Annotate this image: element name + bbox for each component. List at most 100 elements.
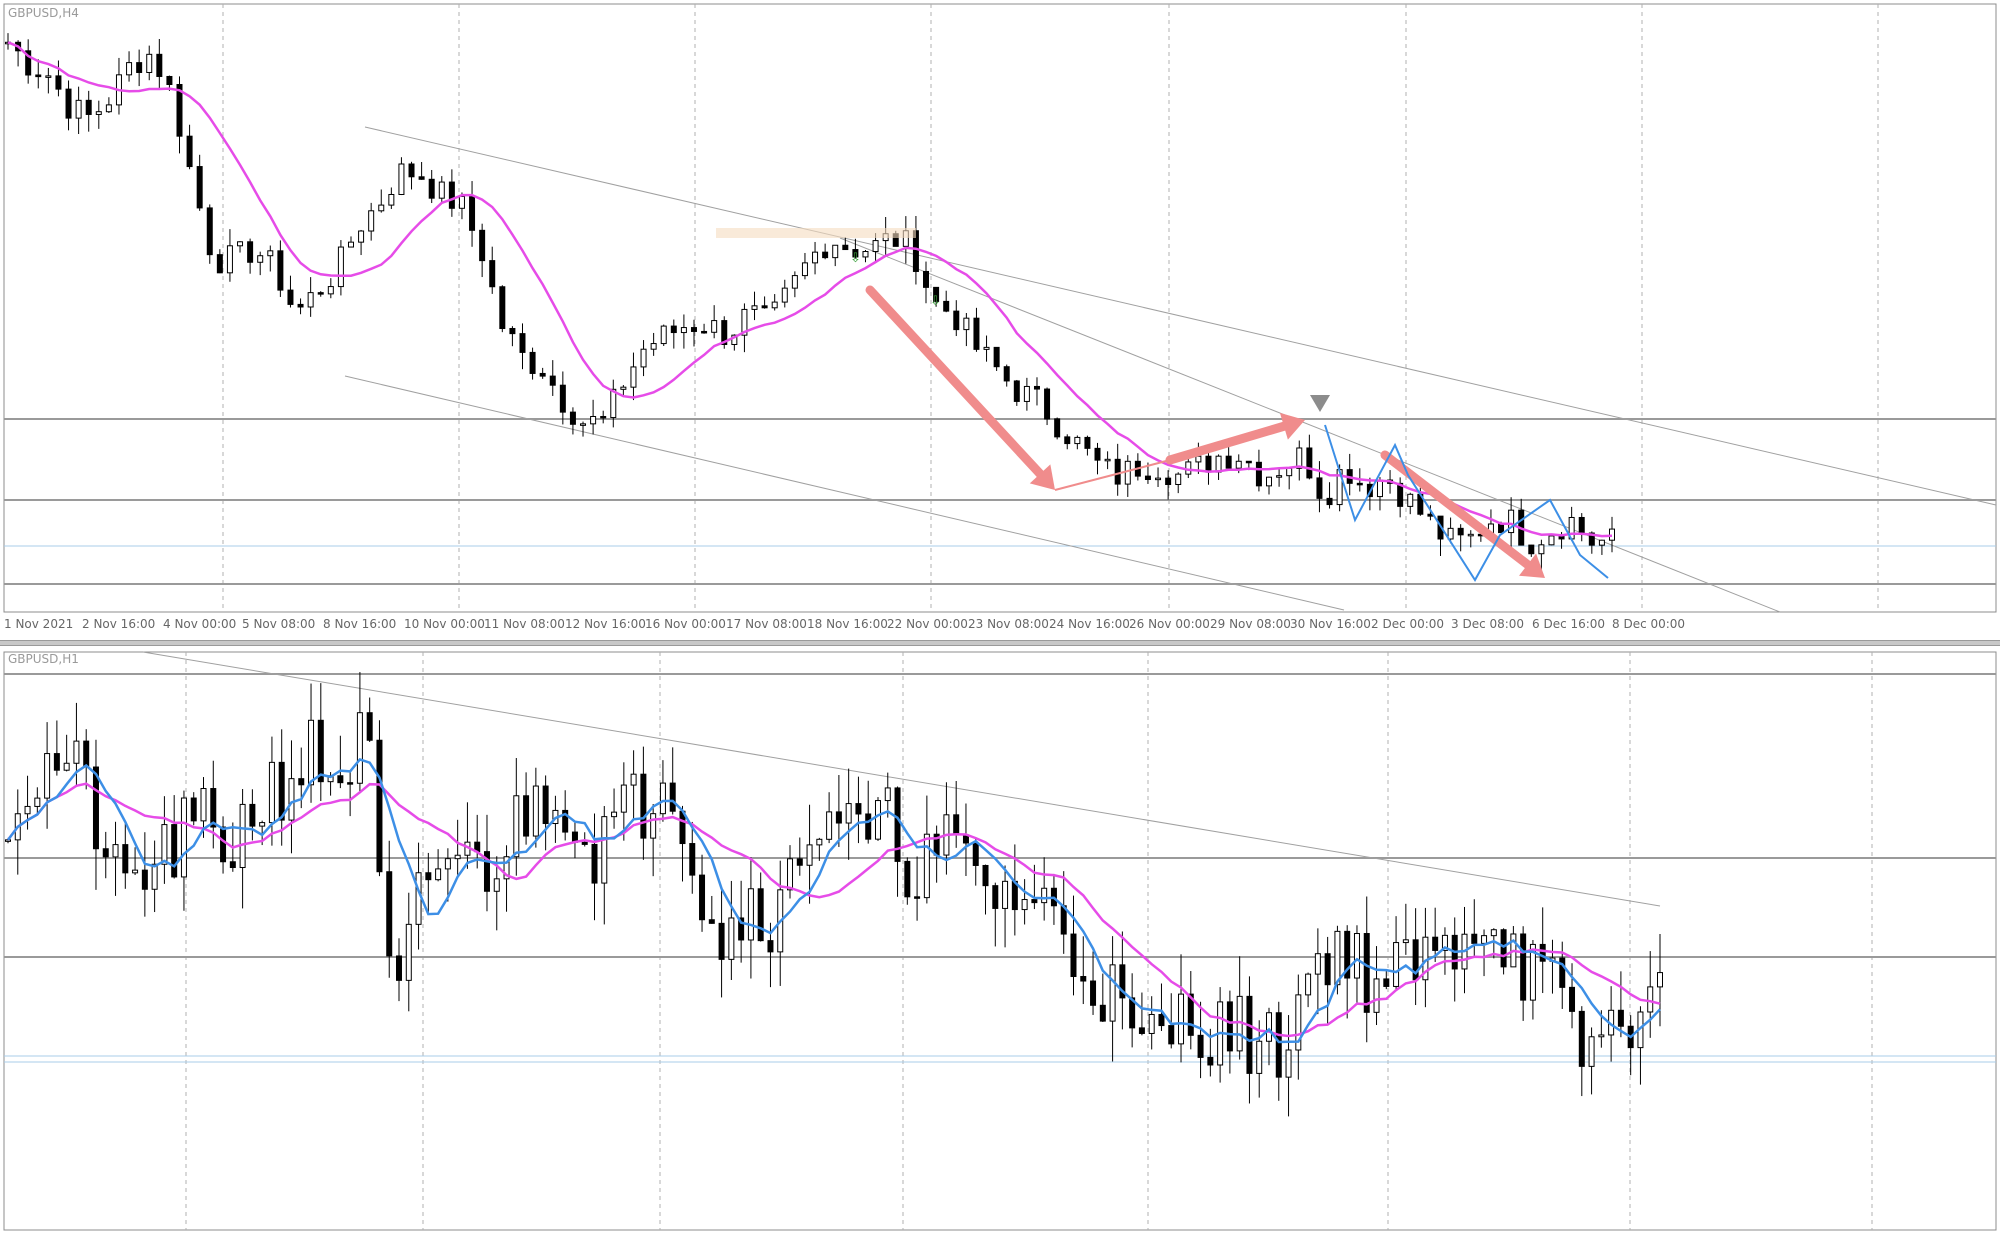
candle-bull xyxy=(73,740,80,764)
candle-bear xyxy=(1070,933,1077,978)
candle-bear xyxy=(1363,933,1370,1013)
candle-bull xyxy=(435,868,442,881)
candle-bull xyxy=(327,286,334,295)
candle-bull xyxy=(378,204,385,212)
candle-bear xyxy=(1316,477,1323,499)
chart-pane-h1[interactable]: GBPUSD,H1 xyxy=(0,646,2000,1234)
candle-bear xyxy=(448,181,455,209)
candles xyxy=(5,33,1615,572)
candle-bear xyxy=(542,785,549,825)
candle-bull xyxy=(180,797,187,878)
candle-bear xyxy=(92,766,99,850)
candle-bull xyxy=(1256,1040,1263,1074)
candle-bull xyxy=(398,163,405,195)
ma-blue-line xyxy=(6,757,1661,1044)
candle-bull xyxy=(226,245,233,274)
h4-chart-canvas[interactable]: ⇩ ⇩ 1 Nov 2021 2 Nov 16:00 4 Nov 00:00 5 Nov … xyxy=(0,0,2000,640)
x-axis-tick-label: 11 Nov 08:00 xyxy=(484,617,565,631)
candle-bull xyxy=(368,210,375,232)
candle-bull xyxy=(1353,933,1360,979)
plot-frame xyxy=(3,3,1997,613)
candle-bear xyxy=(529,351,536,374)
down-marker-icon xyxy=(1310,395,1330,412)
candle-bull xyxy=(112,844,119,858)
candle-bear xyxy=(569,411,576,425)
candle-bull xyxy=(771,301,778,309)
candle-bear xyxy=(83,740,90,768)
candle-bull xyxy=(1447,527,1454,540)
candle-bear xyxy=(428,178,435,199)
x-axis-tick-label: 2 Dec 00:00 xyxy=(1371,617,1444,631)
candle-bull xyxy=(751,305,758,310)
candle-bear xyxy=(670,325,677,334)
candle-bear xyxy=(229,861,236,869)
candle-bear xyxy=(499,286,506,330)
candle-bull xyxy=(601,816,608,884)
candle-bear xyxy=(701,330,708,334)
candle-bull xyxy=(308,719,315,786)
h1-chart-canvas[interactable] xyxy=(0,646,2000,1234)
candle-bear xyxy=(1539,943,1546,962)
candle-bull xyxy=(388,193,395,206)
candle-bull xyxy=(640,348,647,368)
candle-bull xyxy=(1276,475,1283,478)
candle-bear xyxy=(156,53,163,77)
symbol-label-h1: GBPUSD,H1 xyxy=(8,652,79,666)
candle-bear xyxy=(1245,460,1252,464)
ma-magenta-line xyxy=(6,782,1661,1038)
candle-bull xyxy=(126,62,133,76)
candle-bull xyxy=(24,805,31,815)
down-arrow-2 xyxy=(1380,450,1536,572)
candle-bull xyxy=(1490,929,1497,937)
candle-bull xyxy=(680,327,687,334)
candle-bear xyxy=(761,305,768,309)
candle-bear xyxy=(509,328,516,335)
x-axis-tick-label: 26 Nov 00:00 xyxy=(1129,617,1210,631)
candle-bull xyxy=(1657,972,1663,988)
candle-bull xyxy=(267,250,274,257)
candle-bear xyxy=(1205,455,1212,473)
candle-bear xyxy=(943,300,950,312)
candle-bear xyxy=(166,75,173,86)
candle-bear xyxy=(904,860,911,898)
candle-bear xyxy=(973,317,980,350)
candle-bear xyxy=(1138,1027,1145,1034)
candle-bull xyxy=(5,839,11,842)
candle-bull xyxy=(63,762,70,771)
candle-bear xyxy=(1498,523,1505,534)
pane-divider[interactable] xyxy=(0,640,2000,646)
candle-bear xyxy=(297,303,304,308)
candle-bull xyxy=(200,788,207,822)
candle-bear xyxy=(953,814,960,836)
candle-bear xyxy=(1165,477,1172,485)
candle-bear xyxy=(1356,482,1363,486)
candle-bear xyxy=(933,286,940,302)
candle-bear xyxy=(1432,936,1439,951)
chart-pane-h4[interactable]: ⇩ ⇩ 1 Nov 2021 2 Nov 16:00 4 Nov 00:00 5 Nov … xyxy=(0,0,2000,640)
candle-bull xyxy=(1376,479,1383,498)
candle-bull xyxy=(1195,455,1202,463)
candle-bull xyxy=(1185,461,1192,475)
candle-bull xyxy=(884,787,891,802)
up-arrow xyxy=(1165,420,1293,465)
candle-bear xyxy=(102,848,109,858)
candle-bull xyxy=(1074,436,1081,445)
candle-bull xyxy=(146,53,153,73)
candle-bull xyxy=(747,888,754,941)
candle-bull xyxy=(1104,458,1111,462)
candle-bull xyxy=(1265,1012,1272,1042)
x-axis-tick-label: 16 Nov 00:00 xyxy=(645,617,726,631)
candle-bull xyxy=(650,813,657,839)
candle-bull xyxy=(1481,935,1488,944)
candle-bull xyxy=(1266,476,1273,487)
candle-bear xyxy=(1080,976,1087,982)
candle-bear xyxy=(855,803,862,815)
x-axis-tick-label: 30 Nov 16:00 xyxy=(1290,617,1371,631)
candle-bull xyxy=(237,241,244,247)
up-arrow-head xyxy=(1279,412,1305,440)
candle-bull xyxy=(503,856,510,880)
x-axis-tick-label: 1 Nov 2021 xyxy=(4,617,73,631)
signal-arrow-icon: ⇩ xyxy=(850,251,861,266)
candle-bear xyxy=(136,62,143,73)
candle-bear xyxy=(1528,544,1535,555)
